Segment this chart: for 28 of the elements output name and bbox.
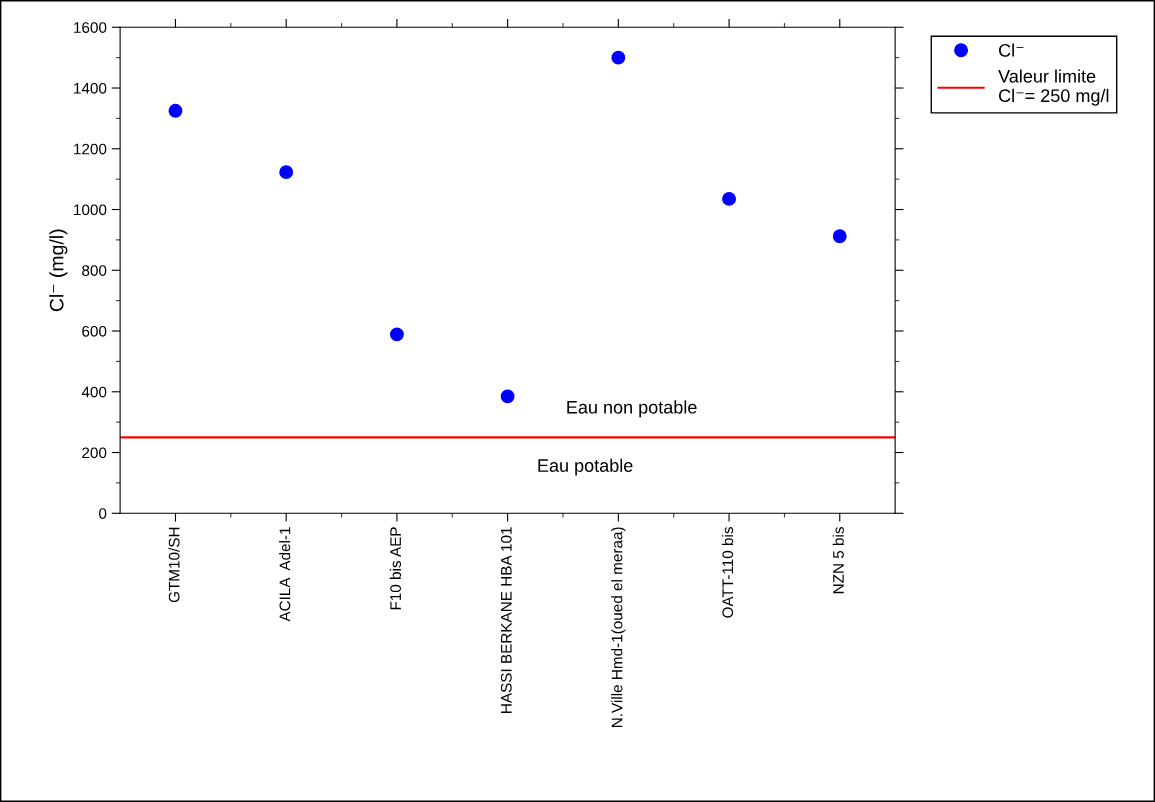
point: [168, 103, 183, 118]
y-tick-label: 0: [99, 508, 107, 519]
annotation: Eau non potable: [567, 400, 697, 418]
y-tick-label: 1400: [74, 82, 107, 94]
y-tick-label: 800: [82, 265, 107, 276]
x-tick-label: F10 bis AEP: [389, 527, 402, 610]
legend-label: Cl⁻: [999, 43, 1024, 57]
legend-label: Valeur limite Cl⁻= 250 mg/l: [998, 69, 1109, 106]
point: [722, 191, 736, 206]
y-tick-label: 200: [82, 447, 107, 459]
y-tick-label: 1600: [74, 22, 107, 33]
x-tick-label: NZN 5 bis: [832, 527, 844, 594]
y-tick-label: 1000: [74, 204, 107, 216]
x-tick-label: OATT-110 bis: [721, 527, 734, 618]
point: [832, 229, 847, 244]
point: [389, 327, 404, 342]
annotation: Eau potable: [538, 458, 633, 476]
x-tick-label: GTM10/SH: [168, 527, 180, 603]
x-tick-label: HASSI BERKANE HBA 101: [500, 527, 512, 713]
y-axis-title: Cl⁻ (mg/l): [49, 229, 68, 312]
x-tick-label: N.Ville Hmd-1(oued el meraa): [611, 527, 626, 728]
y-tick-label: 1200: [74, 143, 107, 155]
y-tick-label: 400: [81, 386, 107, 398]
y-tick-label: 600: [82, 325, 107, 337]
point: [611, 50, 626, 65]
x-tick-label: ACILA Adel-1: [279, 527, 291, 622]
point: [500, 389, 515, 404]
point: [279, 165, 294, 180]
